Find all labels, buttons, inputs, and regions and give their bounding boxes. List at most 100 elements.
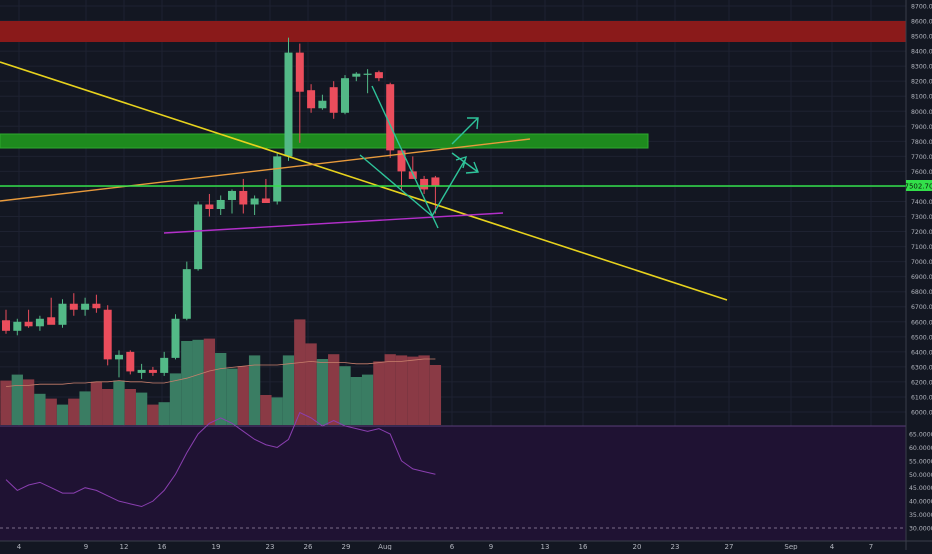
candle-body — [58, 303, 67, 325]
candle — [363, 69, 372, 94]
time-tick-label: 23 — [671, 543, 680, 550]
volume-bar — [350, 377, 362, 425]
volume-bar — [361, 374, 374, 425]
ascending-trendline — [0, 138, 531, 202]
oscillator-line — [5, 411, 436, 508]
price-tick-label: 7000.00 — [911, 259, 932, 266]
volume-bar — [215, 353, 227, 425]
candle — [397, 148, 406, 190]
price-tick-label: 6800.00 — [911, 289, 932, 296]
oscillator-axis: 65.0000 60.0000 55.0000 50.0000 45.0000 40.00… — [909, 432, 932, 533]
candle — [35, 315, 44, 331]
wedge-line-lower — [359, 154, 433, 217]
candle — [92, 294, 101, 313]
candle — [228, 189, 236, 214]
candle — [352, 72, 361, 82]
candle-body — [386, 84, 395, 151]
candle — [171, 314, 180, 360]
volume-bar — [11, 374, 23, 425]
candle — [250, 195, 259, 216]
candle-body — [216, 199, 225, 209]
time-tick-label: 20 — [633, 543, 642, 550]
candle-body — [228, 190, 236, 200]
price-tick-label: 6400.00 — [911, 349, 932, 356]
price-tick-label: 8200.00 — [911, 79, 932, 86]
candle-body — [341, 78, 349, 113]
candles — [2, 37, 440, 379]
time-tick-label: 27 — [725, 543, 734, 550]
volume-bar — [147, 404, 159, 425]
price-axis: 8700.00 8600.00 8500.00 8400.00 8300.00 8200.… — [911, 4, 932, 417]
oscillator-tick-label: 30.0000 — [909, 526, 932, 533]
candle-body — [115, 354, 123, 360]
volume-bar — [271, 397, 283, 425]
price-tick-label: 6100.00 — [911, 394, 932, 401]
volume-bar — [395, 355, 408, 425]
candle-body — [284, 52, 293, 157]
candle-body — [171, 318, 180, 358]
volume-bar — [294, 319, 306, 425]
volume-bar — [102, 389, 114, 425]
time-tick-label: Sep — [784, 543, 798, 550]
price-tick-label: 7200.00 — [911, 229, 932, 236]
candle-body — [103, 309, 112, 360]
volume-bar — [192, 339, 204, 425]
arrowhead-down — [465, 161, 480, 174]
time-tick-label: 16 — [158, 543, 167, 550]
candle-body — [182, 269, 191, 319]
price-tick-label: 8000.00 — [911, 109, 932, 116]
time-tick-label: 4 — [830, 543, 835, 550]
volume-bar — [45, 398, 57, 425]
volume-bar — [79, 391, 91, 425]
oscillator-tick-label: 60.0000 — [909, 445, 932, 452]
candle — [103, 305, 112, 366]
volume-bar — [260, 395, 272, 425]
candle — [194, 201, 203, 271]
oscillator-tick-label: 50.0000 — [909, 472, 932, 479]
price-tick-label: 6900.00 — [911, 274, 932, 281]
time-tick-label: 12 — [120, 543, 129, 550]
candle-body — [261, 198, 270, 203]
candle-body — [81, 303, 90, 310]
candle-body — [273, 156, 282, 202]
price-tick-label: 6200.00 — [911, 379, 932, 386]
candle — [137, 363, 146, 379]
time-tick-label: Aug — [378, 543, 392, 550]
volume-bar — [90, 381, 103, 425]
candle — [47, 297, 56, 325]
volume-bar — [34, 393, 46, 425]
candle-body — [205, 204, 214, 209]
candle-body — [69, 303, 78, 310]
candle-body — [431, 177, 440, 187]
time-tick-label: 26 — [304, 543, 313, 550]
time-axis: 4 9 12 16 19 23 26 29 Aug 6 9 13 16 20 23 27 Sep 4 7 — [17, 543, 873, 551]
volume-bar — [305, 343, 317, 425]
candle-body — [318, 100, 327, 109]
candle — [318, 94, 327, 110]
volume-bar — [158, 402, 170, 425]
price-tick-label: 7600.00 — [911, 169, 932, 176]
price-tick-label: 6300.00 — [911, 364, 932, 371]
oscillator-tick-label: 65.0000 — [909, 432, 932, 439]
candle — [115, 350, 123, 378]
oscillator-tick-label: 35.0000 — [909, 512, 932, 519]
volume-bar — [68, 398, 80, 425]
oscillator-tick-label: 40.0000 — [909, 499, 932, 506]
time-tick-label: 6 — [450, 543, 455, 550]
price-tick-label: 6000.00 — [911, 410, 932, 417]
volume-bar — [384, 354, 396, 425]
candle-body — [295, 52, 304, 92]
arrow-down — [451, 152, 479, 173]
volume-bar — [248, 355, 261, 425]
price-tick-label: 7400.00 — [911, 199, 932, 206]
price-tick-label: 6500.00 — [911, 334, 932, 341]
wedge-line-upper — [371, 85, 439, 229]
volume-bar — [328, 354, 340, 425]
candle — [307, 84, 316, 113]
volume-bar — [226, 368, 238, 425]
volume-bar — [237, 366, 249, 425]
volume-bar — [22, 379, 35, 425]
volume-bar — [181, 341, 193, 425]
purple-support-line — [163, 212, 504, 234]
